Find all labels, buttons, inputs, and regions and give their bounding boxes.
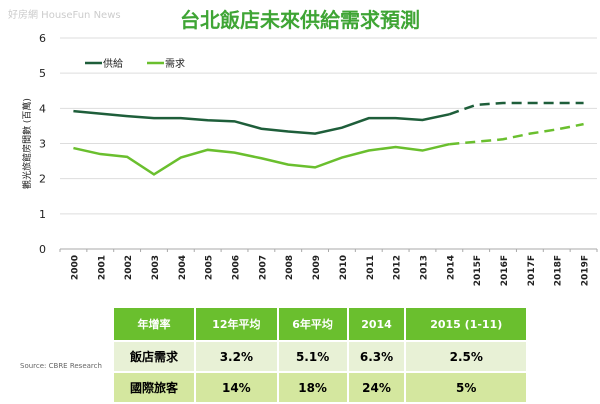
table-cell: 14% [195,372,278,403]
y-tick-label: 4 [39,102,46,115]
source-note: Source: CBRE Research [20,362,102,370]
header-cell: 2014 [348,307,406,341]
x-tick-label: 2002 [124,255,134,280]
legend-label: 供給 [103,57,123,70]
y-tick-label: 5 [39,67,46,80]
table-header-row: 年增率 12年平均 6年平均 2014 2015 (1-11) [113,307,527,341]
series-forecast-line-demand [449,124,583,144]
table-row: 國際旅客 14% 18% 24% 5% [113,372,527,403]
line-chart: 0 1 2 3 4 5 6 2000 2001 2002 2003 2004 2005 2006 2007 2… [0,0,600,300]
row-label: 飯店需求 [113,341,195,372]
table-cell: 2.5% [405,341,527,372]
y-axis-label: 觀光旅館房間數 (百萬) [21,98,33,189]
row-label: 國際旅客 [113,372,195,403]
x-tick-label: 2004 [178,255,188,280]
x-tick-label: 2017F [527,255,537,286]
header-cell: 6年平均 [278,307,348,341]
x-tick-label: 2011 [366,255,376,280]
x-tick-label: 2013 [419,255,429,280]
x-tick-label: 2018F [554,255,564,286]
x-tick-label: 2008 [285,255,295,280]
x-tick-label: 2001 [97,255,107,280]
x-tick-label: 2012 [393,255,403,280]
table-cell: 5% [405,372,527,403]
header-cell: 年增率 [113,307,195,341]
x-tick-label: 2005 [205,255,215,280]
header-cell: 2015 (1-11) [405,307,527,341]
table-cell: 3.2% [195,341,278,372]
y-tick-label: 2 [39,173,46,186]
y-tick-label: 6 [39,32,46,45]
table-cell: 5.1% [278,341,348,372]
table-cell: 24% [348,372,406,403]
table-cell: 6.3% [348,341,406,372]
x-tick-label: 2000 [70,255,80,280]
x-tick-label: 2014 [446,255,456,280]
growth-table: 年增率 12年平均 6年平均 2014 2015 (1-11) 飯店需求 3.2… [112,306,528,404]
x-tick-label: 2016F [500,255,510,286]
x-tick-label: 2006 [232,255,242,280]
x-tick-label: 2003 [151,255,161,280]
table-row: 飯店需求 3.2% 5.1% 6.3% 2.5% [113,341,527,372]
y-tick-label: 0 [39,243,46,256]
y-tick-label: 3 [39,138,46,151]
header-cell: 12年平均 [195,307,278,341]
x-tick-label: 2019F [581,255,591,286]
x-tick-label: 2010 [339,255,349,280]
series-line-supply [73,111,449,134]
series-line-demand [73,144,449,174]
x-tick-label: 2007 [258,255,268,280]
y-tick-label: 1 [39,208,46,221]
x-tick-label: 2015F [473,255,483,286]
table-cell: 18% [278,372,348,403]
x-tick-label: 2009 [312,255,322,280]
legend-label: 需求 [165,58,185,70]
